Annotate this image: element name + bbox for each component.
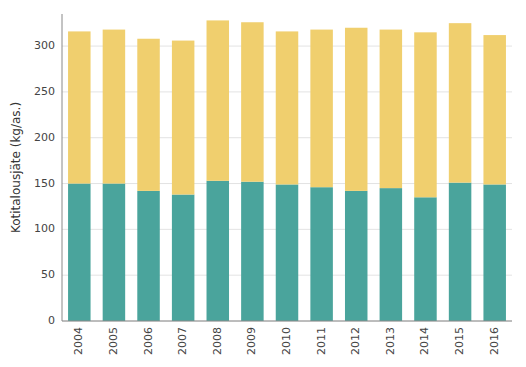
y-axis-label: Kotitalousjäte (kg/as.) (9, 102, 23, 233)
bar-segment (449, 183, 472, 321)
bar-segment (207, 181, 230, 321)
y-tick-label: 300 (34, 39, 55, 52)
bar-segment (137, 39, 160, 191)
x-tick-label: 2006 (142, 327, 155, 355)
x-tick-label: 2007 (176, 327, 189, 355)
bar-segment (414, 197, 437, 321)
bar-segment (345, 28, 368, 191)
bar-segment (207, 20, 230, 180)
bar-segment (414, 32, 437, 197)
y-axis-line (62, 14, 63, 321)
bar-segment (380, 188, 403, 321)
x-tick-label: 2005 (107, 327, 120, 355)
y-tick-label: 0 (48, 314, 55, 327)
bar-segment (276, 184, 299, 321)
x-tick-label: 2008 (211, 327, 224, 355)
bar-segment (449, 23, 472, 182)
y-tick-label: 50 (41, 268, 55, 281)
bar-segment (172, 195, 195, 321)
x-tick-label: 2015 (453, 327, 466, 355)
y-tick-label: 150 (34, 177, 55, 190)
x-tick-label: 2013 (384, 327, 397, 355)
x-tick-label: 2004 (72, 327, 85, 355)
x-tick-label: 2011 (315, 327, 328, 355)
bar-segment (345, 191, 368, 321)
y-tick-label: 250 (34, 85, 55, 98)
chart-svg: 0 50 100 150 200 250 300 2004 2005 2006 2007 2008 20… (0, 0, 526, 367)
x-tick-label: 2014 (418, 327, 431, 355)
bar-segment (68, 184, 91, 321)
bar-segment (172, 41, 195, 195)
x-tick-label: 2010 (280, 327, 293, 355)
x-tick-label: 2016 (488, 327, 501, 355)
bars (68, 20, 506, 321)
bar-segment (483, 184, 506, 321)
bar-segment (68, 31, 91, 183)
y-tick-label: 100 (34, 222, 55, 235)
bar-segment (241, 182, 264, 321)
x-axis-line (62, 321, 512, 322)
x-tick-label: 2012 (349, 327, 362, 355)
bar-segment (103, 30, 126, 184)
bar-segment (483, 35, 506, 184)
bar-segment (310, 30, 333, 188)
y-tick-label: 200 (34, 131, 55, 144)
grid-line (62, 321, 512, 322)
chart-container: 0 50 100 150 200 250 300 2004 2005 2006 2007 2008 20… (0, 0, 526, 367)
bar-segment (380, 30, 403, 189)
bar-segment (310, 187, 333, 321)
bar-segment (137, 191, 160, 321)
bar-segment (241, 22, 264, 181)
bar-segment (276, 31, 299, 184)
bar-segment (103, 184, 126, 321)
x-tick-label: 2009 (245, 327, 258, 355)
